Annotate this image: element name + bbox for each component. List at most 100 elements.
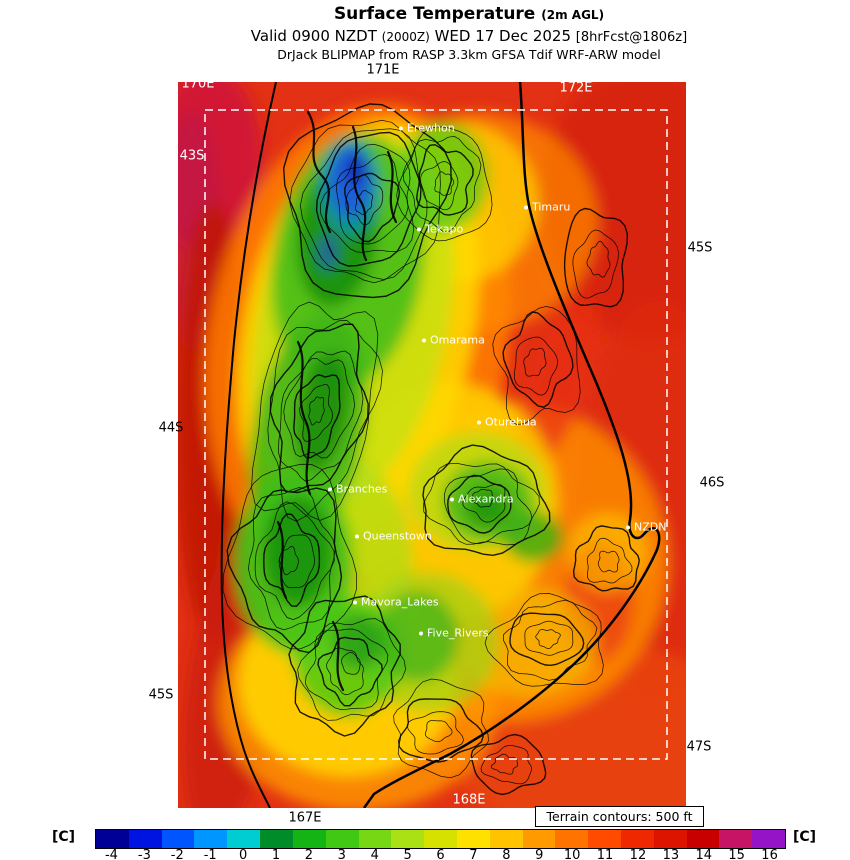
colorbar-tick: -3 bbox=[137, 848, 151, 860]
place-alexandra: Alexandra bbox=[450, 493, 514, 506]
colorbar-tick: 12 bbox=[629, 848, 647, 860]
map-area bbox=[178, 82, 686, 808]
terrain-contours-note: Terrain contours: 500 ft bbox=[535, 806, 704, 827]
colorbar-ticks: -4 -3 -2 -1 0 1 2 3 4 5 6 7 8 9 10 11 12 13 14 15 16 bbox=[95, 848, 786, 860]
colorbar-cell bbox=[161, 830, 195, 848]
valid-zulu: (2000Z) bbox=[381, 30, 430, 44]
place-label: Omarama bbox=[430, 333, 485, 347]
colorbar-tick: 1 bbox=[271, 848, 281, 860]
colorbar-tick: 3 bbox=[337, 848, 346, 860]
terrain-note-text: Terrain contours: 500 ft bbox=[546, 809, 693, 824]
colorbar-tick: 15 bbox=[728, 848, 745, 860]
axis-label-168e: 168E bbox=[452, 792, 486, 808]
colorbar-cell bbox=[621, 830, 654, 848]
axis-label-46s: 46S bbox=[699, 475, 725, 491]
place-label: Branches bbox=[336, 482, 388, 496]
place-label: Erewhon bbox=[407, 121, 455, 135]
unit-label-right: [C] bbox=[793, 829, 817, 845]
colorbar-cell bbox=[653, 830, 687, 848]
colorbar-tick: 11 bbox=[596, 848, 614, 860]
axis-label-172e: 172E bbox=[559, 80, 593, 96]
place-erewhon: Erewhon bbox=[399, 122, 455, 135]
colorbar-cell bbox=[227, 830, 261, 848]
place-label: Queenstown bbox=[363, 529, 432, 543]
colorbar-cell bbox=[128, 830, 162, 848]
colorbar-cell bbox=[194, 830, 228, 848]
colorbar-cell bbox=[522, 830, 556, 848]
place-dot-icon bbox=[328, 487, 332, 491]
temperature-field-map bbox=[178, 82, 686, 808]
place-mavora_lakes: Mavora_Lakes bbox=[353, 596, 439, 609]
colorbar-tick: 5 bbox=[403, 848, 412, 860]
place-tekapo: Tekapo bbox=[417, 223, 463, 236]
place-dot-icon bbox=[399, 126, 403, 130]
place-five_rivers: Five_Rivers bbox=[419, 627, 489, 640]
colorbar-cell bbox=[588, 830, 621, 848]
colorbar-tick: 4 bbox=[370, 848, 379, 860]
colorbar bbox=[95, 829, 786, 849]
place-dot-icon bbox=[477, 420, 481, 424]
colorbar-cell bbox=[292, 830, 326, 848]
colorbar-tick: 8 bbox=[502, 848, 511, 860]
colorbar-cell bbox=[424, 830, 457, 848]
colorbar-cell bbox=[686, 830, 720, 848]
axis-label-47s: 47S bbox=[686, 739, 712, 755]
place-label: NZDN bbox=[634, 520, 667, 534]
colorbar-cell bbox=[358, 830, 392, 848]
colorbar-tick: -4 bbox=[104, 848, 118, 860]
chart-header: Surface Temperature (2m AGL) Valid 0900 … bbox=[44, 4, 850, 62]
axis-label-45s: 45S bbox=[687, 240, 713, 256]
colorbar-cell bbox=[96, 830, 129, 848]
colorbar-cell bbox=[719, 830, 753, 848]
colorbar-cell bbox=[752, 830, 786, 848]
colorbar-cell bbox=[456, 830, 490, 848]
axis-label-171e: 171E bbox=[366, 62, 400, 78]
valid-date: WED 17 Dec 2025 bbox=[434, 27, 572, 45]
place-oturehua: Oturehua bbox=[477, 416, 537, 429]
axis-label-45s: 45S bbox=[148, 687, 174, 703]
place-nzdn: NZDN bbox=[626, 521, 666, 534]
chart-title: Surface Temperature (2m AGL) bbox=[44, 4, 850, 24]
colorbar-cell bbox=[325, 830, 359, 848]
axis-label-167e: 167E bbox=[288, 810, 322, 826]
colorbar-tick: -2 bbox=[170, 848, 184, 860]
colorbar-cell bbox=[391, 830, 425, 848]
colorbar-tick: 14 bbox=[695, 848, 713, 860]
place-dot-icon bbox=[524, 205, 528, 209]
title-text: Surface Temperature bbox=[333, 4, 536, 24]
colorbar-tick: 2 bbox=[304, 848, 314, 860]
axis-label-43s: 43S bbox=[179, 148, 205, 164]
colorbar-tick: 16 bbox=[761, 848, 778, 860]
axis-label-170e: 170E bbox=[181, 76, 215, 92]
valid-time-line: Valid 0900 NZDT (2000Z) WED 17 Dec 2025 … bbox=[44, 27, 850, 45]
colorbar-cell bbox=[555, 830, 589, 848]
place-label: Oturehua bbox=[485, 415, 537, 429]
place-label: Timaru bbox=[532, 200, 571, 214]
colorbar-tick: -1 bbox=[203, 848, 217, 860]
place-label: Alexandra bbox=[458, 492, 514, 506]
axis-label-44s: 44S bbox=[158, 420, 184, 436]
colorbar-tick: 0 bbox=[238, 848, 248, 860]
place-dot-icon bbox=[355, 534, 359, 538]
place-dot-icon bbox=[422, 338, 426, 342]
colorbar-cell bbox=[260, 830, 293, 848]
place-label: Mavora_Lakes bbox=[361, 595, 439, 609]
place-timaru: Timaru bbox=[524, 201, 570, 214]
colorbar-tick: 13 bbox=[662, 848, 680, 860]
colorbar-tick: 7 bbox=[469, 848, 478, 860]
place-label: Five_Rivers bbox=[427, 626, 489, 640]
place-omarama: Omarama bbox=[422, 334, 485, 347]
colorbar-cell bbox=[489, 830, 523, 848]
place-dot-icon bbox=[419, 631, 423, 635]
place-dot-icon bbox=[353, 600, 357, 604]
place-dot-icon bbox=[417, 227, 421, 231]
place-dot-icon bbox=[450, 497, 454, 501]
model-line: DrJack BLIPMAP from RASP 3.3km GFSA Tdif… bbox=[277, 47, 661, 62]
colorbar-tick: 10 bbox=[563, 848, 581, 860]
place-queenstown: Queenstown bbox=[355, 530, 432, 543]
unit-label-left: [C] bbox=[52, 829, 76, 845]
colorbar-tick: 6 bbox=[436, 848, 445, 860]
valid-forecast: [8hrFcst@1806z] bbox=[575, 30, 688, 45]
valid-prefix: Valid 0900 NZDT bbox=[250, 27, 377, 45]
